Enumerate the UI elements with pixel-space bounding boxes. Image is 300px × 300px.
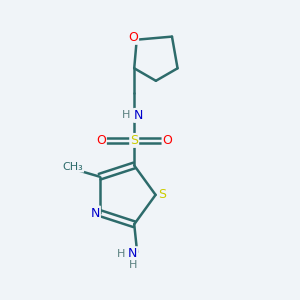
Text: S: S — [158, 188, 166, 201]
Text: H: H — [129, 260, 137, 271]
Text: S: S — [130, 134, 138, 147]
Text: O: O — [163, 134, 172, 147]
Text: H: H — [122, 110, 130, 120]
Text: CH₃: CH₃ — [63, 162, 83, 172]
Text: O: O — [96, 134, 106, 147]
Text: N: N — [91, 206, 100, 220]
Text: N: N — [134, 109, 143, 122]
Text: H: H — [117, 249, 125, 259]
Text: O: O — [128, 31, 138, 44]
Text: N: N — [128, 247, 137, 260]
